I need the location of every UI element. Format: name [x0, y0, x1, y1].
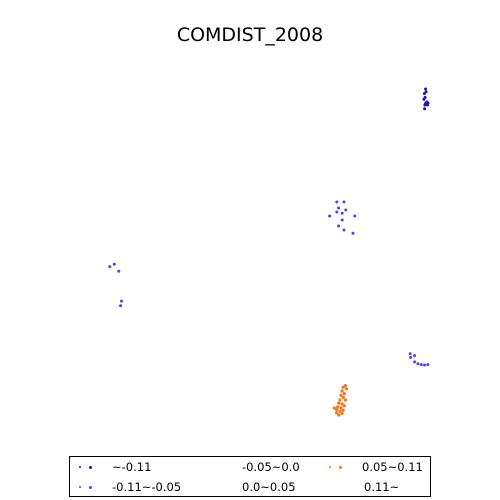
map-point: [419, 363, 423, 367]
map-point: [342, 404, 346, 408]
map-point: [423, 107, 427, 111]
legend-label: 0.05~0.11: [362, 460, 423, 474]
map-point: [408, 352, 412, 356]
map-point: [424, 87, 428, 91]
map-point: [337, 413, 341, 417]
map-point: [108, 265, 112, 269]
map-point: [423, 363, 426, 367]
map-point: [340, 389, 344, 393]
legend-dot-large: [339, 466, 342, 469]
map-point: [344, 387, 349, 391]
map-point: [343, 384, 347, 388]
legend-item: -0.05~0.0: [242, 460, 300, 474]
map-point: [340, 411, 344, 415]
legend-label: 0.11~: [364, 480, 400, 494]
legend-label: -0.11~-0.05: [112, 480, 182, 494]
map-point: [341, 395, 345, 399]
legend-label: ~-0.11: [112, 460, 152, 474]
legend-dot-large: [89, 466, 92, 469]
map-point: [426, 101, 430, 105]
map-point: [340, 402, 344, 406]
map-point: [336, 405, 340, 409]
legend-item: ~-0.11: [76, 460, 151, 474]
map-point: [342, 392, 346, 396]
map-point: [409, 355, 413, 359]
map-point: [119, 304, 123, 308]
legend-dot-small: [329, 466, 331, 468]
legend-label: -0.05~0.0: [242, 460, 300, 474]
map-point: [335, 210, 339, 214]
map-point: [338, 398, 342, 402]
map-point: [120, 299, 123, 303]
legend-dot-small: [79, 486, 81, 488]
map-point: [337, 401, 341, 405]
map-point: [426, 363, 430, 367]
map-point: [423, 103, 427, 107]
map-point: [341, 385, 345, 389]
map-point: [335, 408, 339, 412]
map-point: [422, 92, 426, 96]
map-point: [339, 393, 343, 397]
legend-swatch: [326, 462, 348, 472]
legend-item: 0.0~0.05: [242, 480, 296, 494]
legend: ~-0.11 -0.11~-0.05 -0.05~0.0 0.0~0.05 0.…: [69, 456, 431, 497]
map-point: [341, 408, 345, 412]
legend-item: -0.11~-0.05: [76, 480, 181, 494]
legend-item: 0.11~: [364, 480, 399, 494]
map-point: [413, 354, 417, 358]
legend-dot-large: [89, 486, 92, 489]
map-point: [339, 406, 343, 410]
map-point: [351, 231, 355, 235]
map-point: [422, 97, 426, 101]
map-point: [340, 211, 344, 215]
map-point: [328, 214, 332, 218]
map-point: [338, 409, 342, 413]
legend-swatch: [76, 482, 98, 492]
map-point: [332, 406, 336, 410]
map-point: [343, 398, 347, 402]
map-point: [342, 200, 346, 204]
map-point: [337, 206, 341, 210]
map-point: [413, 360, 417, 364]
map-point: [117, 269, 121, 273]
map-point: [112, 262, 116, 266]
map-point: [344, 208, 348, 212]
legend-swatch: [76, 462, 98, 472]
map-point: [416, 362, 420, 366]
map-title: COMDIST_2008: [176, 24, 324, 46]
legend-label: 0.0~0.05: [242, 480, 296, 494]
map-point: [337, 224, 341, 228]
map-point: [353, 214, 357, 218]
map-point: [342, 228, 346, 232]
map-point: [335, 200, 339, 204]
map-point: [340, 218, 344, 222]
legend-dot-small: [79, 466, 81, 468]
map-point: [335, 411, 339, 415]
legend-item: 0.05~0.11: [326, 460, 423, 474]
